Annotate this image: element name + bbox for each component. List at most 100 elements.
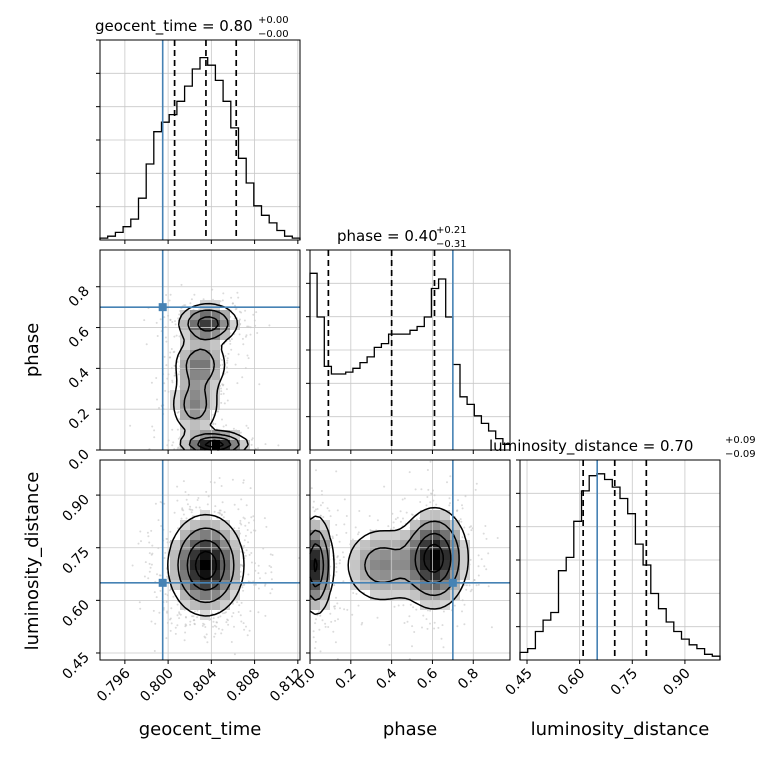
sample-point xyxy=(155,377,158,379)
sample-point xyxy=(250,443,253,446)
sample-point xyxy=(312,506,315,509)
sample-point xyxy=(169,351,172,354)
density-cell xyxy=(440,590,450,600)
density-cell xyxy=(220,570,230,580)
sample-point xyxy=(176,603,179,606)
sample-point xyxy=(333,584,336,587)
sample-point xyxy=(222,425,225,428)
sample-point xyxy=(174,323,177,326)
sample-point xyxy=(414,488,417,491)
sample-point xyxy=(158,574,161,577)
density-cell xyxy=(320,550,330,560)
sample-point xyxy=(158,611,161,614)
sample-point xyxy=(205,490,208,493)
sample-point xyxy=(333,607,336,610)
density-cell xyxy=(220,440,230,450)
sample-point xyxy=(328,509,331,512)
density-cell xyxy=(200,330,210,340)
y-tick-label: 0.4 xyxy=(66,365,93,392)
sample-point xyxy=(467,533,470,536)
sample-point xyxy=(469,558,472,561)
density-cell xyxy=(210,350,220,360)
sample-point xyxy=(469,590,472,593)
sample-point xyxy=(171,381,174,384)
sample-point xyxy=(327,626,330,628)
sample-point xyxy=(226,359,229,362)
sample-point xyxy=(339,607,341,610)
sample-point xyxy=(216,410,219,413)
sample-point xyxy=(339,559,341,562)
sample-point xyxy=(264,443,267,446)
density-cell xyxy=(390,590,400,600)
sample-point xyxy=(183,639,186,642)
sample-point xyxy=(207,495,210,498)
sample-point xyxy=(231,302,234,305)
sample-point xyxy=(159,318,162,321)
sample-point xyxy=(177,527,179,530)
x-tick-label: 0.75 xyxy=(608,666,641,699)
density-cell xyxy=(310,600,320,610)
sample-point xyxy=(239,519,242,522)
density-cell xyxy=(450,590,460,600)
density-cell xyxy=(190,400,200,410)
sample-point xyxy=(223,402,226,405)
density-cell xyxy=(440,600,450,610)
sample-point xyxy=(174,626,177,629)
sample-point xyxy=(204,636,207,639)
sample-point xyxy=(449,502,451,505)
sample-point xyxy=(165,637,168,640)
contour-line xyxy=(309,532,452,588)
sample-point xyxy=(485,568,488,571)
sample-point xyxy=(178,447,181,450)
sample-point xyxy=(376,519,379,522)
density-cell xyxy=(310,570,320,580)
sample-point xyxy=(331,535,334,538)
density-cell xyxy=(390,570,400,580)
histogram-luminosity_distance xyxy=(519,473,721,660)
density-cell xyxy=(450,530,460,540)
sample-point xyxy=(232,612,235,614)
sample-point xyxy=(248,553,251,556)
density-cell xyxy=(190,600,200,610)
sample-point xyxy=(221,299,224,302)
density-cell xyxy=(190,520,200,530)
sample-point xyxy=(206,641,209,644)
sample-point xyxy=(316,508,319,510)
density-cell xyxy=(320,530,330,540)
sample-point xyxy=(330,620,333,623)
sample-point xyxy=(221,359,223,361)
sample-point xyxy=(336,602,339,605)
sample-point xyxy=(233,653,236,656)
density-cell xyxy=(210,600,220,610)
sample-point xyxy=(240,311,243,314)
sample-point xyxy=(163,316,166,319)
sample-point xyxy=(318,628,321,631)
sample-point xyxy=(183,304,186,307)
sample-point xyxy=(477,565,480,568)
density-cell xyxy=(360,540,370,550)
density-cell xyxy=(210,360,220,370)
sample-point xyxy=(250,561,253,564)
sample-point xyxy=(338,562,341,565)
sample-point xyxy=(433,627,436,630)
sample-point xyxy=(139,607,142,610)
density-cell xyxy=(390,580,400,590)
sample-point xyxy=(155,596,158,599)
sample-point xyxy=(189,302,192,305)
sample-point xyxy=(182,513,185,516)
sample-point xyxy=(217,616,220,619)
sample-point xyxy=(461,610,463,613)
sample-point xyxy=(171,428,174,431)
y-tick-label: 0.6 xyxy=(66,324,93,351)
sample-point xyxy=(485,537,488,540)
density-cell xyxy=(180,370,190,380)
y-axis-label-phase: phase xyxy=(22,323,43,377)
sample-point xyxy=(169,293,172,296)
sample-point xyxy=(190,511,193,514)
sample-point xyxy=(190,298,193,301)
sample-point xyxy=(171,321,174,323)
sample-point xyxy=(148,562,151,565)
density-cell xyxy=(190,560,200,570)
sample-point xyxy=(357,533,359,536)
density-cell xyxy=(410,570,420,580)
